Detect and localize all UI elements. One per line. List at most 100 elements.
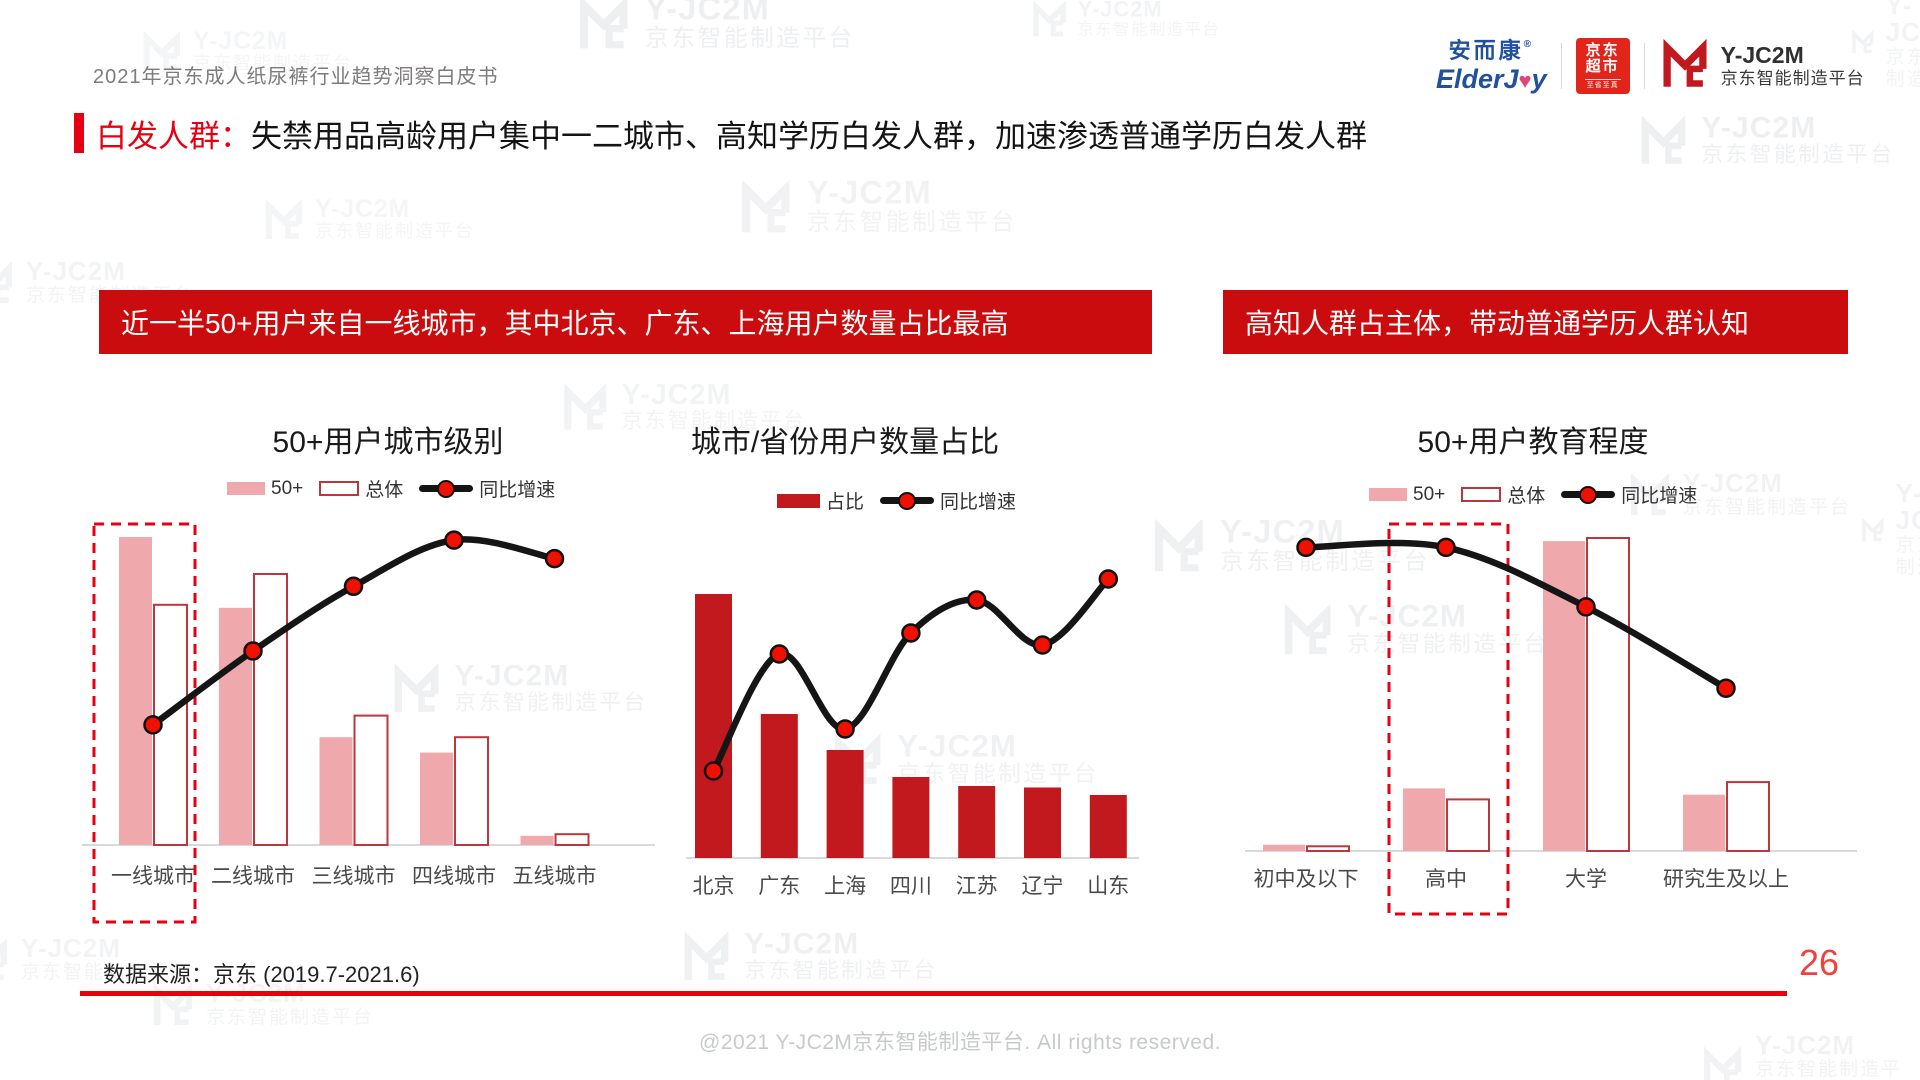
bar-share [760, 714, 798, 858]
data-source-note: 数据来源：京东 (2019.7-2021.6) [103, 962, 420, 987]
line-dot-swatch [437, 479, 456, 498]
category-label: 山东 [1087, 875, 1129, 898]
yoy-data-point [243, 641, 263, 661]
yoy-trend-line [1302, 539, 1730, 692]
copyright-note: @2021 Y-JC2M京东智能制造平台. All rights reserve… [699, 1031, 1221, 1054]
report-title: 2021年京东成人纸尿裤行业趋势洞察白皮书 [93, 66, 499, 88]
category-label: 广东 [758, 875, 800, 898]
yoy-data-point [343, 576, 364, 597]
bar-50plus [319, 737, 353, 845]
line-swatch [419, 479, 474, 498]
category-label: 四川 [890, 875, 932, 898]
bar-share [695, 594, 732, 858]
yoy-data-point [1098, 569, 1119, 589]
headline-text: 白发人群：失禁用品高龄用户集中一二城市、高知学历白发人群，加速渗透普通学历白发人… [96, 118, 1367, 154]
bar-50plus [520, 835, 554, 845]
bar-50plus [420, 752, 453, 845]
legend-item-yoy: 同比增速 [1561, 481, 1697, 508]
bar-share [1089, 795, 1127, 858]
heart-icon: ♥ [1518, 67, 1532, 93]
category-label: 四线城市 [412, 865, 496, 888]
category-label: 辽宁 [1022, 875, 1064, 898]
category-label: 高中 [1425, 868, 1467, 891]
bar-total [253, 573, 288, 846]
legend-item-yoy: 同比增速 [419, 475, 555, 502]
yoy-data-point [1296, 537, 1316, 558]
outline-swatch [319, 481, 360, 496]
registered-mark: ® [1523, 38, 1535, 50]
line-swatch [1561, 485, 1616, 504]
yoy-data-point [1032, 635, 1053, 655]
category-label: 五线城市 [513, 865, 597, 888]
category-label: 三线城市 [312, 865, 396, 888]
bar-total [1726, 781, 1770, 852]
insight-banner-right: 高知人群占主体，带动普通学历人群认知 [1223, 290, 1848, 354]
chart-title-city-tier: 50+用户城市级别 [272, 426, 504, 459]
category-label: 大学 [1565, 868, 1607, 891]
legend-item-yoy: 同比增速 [880, 487, 1016, 514]
category-label: 江苏 [956, 875, 998, 898]
yoy-data-point [1436, 537, 1456, 558]
line-dot-swatch [898, 491, 917, 510]
bar-50plus [1683, 794, 1725, 851]
legend-item-total: 总体 [319, 475, 403, 502]
yoy-data-point [966, 590, 987, 610]
legend-city-tier: 50+ 总体 同比增速 [227, 475, 555, 502]
bar-50plus [1403, 788, 1445, 851]
headline-tag: 白发人群： [96, 118, 251, 154]
pink-swatch [1369, 488, 1407, 501]
yoy-trend-line [149, 536, 558, 729]
yoy-data-point [544, 548, 565, 569]
category-label: 北京 [693, 875, 735, 898]
category-label: 上海 [824, 875, 866, 898]
bar-total [1446, 798, 1490, 853]
logo-row: 安而康® ElderJ♥y 京东 超市 至省至真 Y-JC2M 京东智能制造平台 [1436, 36, 1865, 96]
legend-item-50plus: 50+ [1369, 484, 1445, 506]
line-swatch [880, 491, 935, 510]
slide-headline: 白发人群：失禁用品高龄用户集中一二城市、高知学历白发人群，加速渗透普通学历白发人… [74, 110, 1367, 156]
bar-share [1024, 787, 1061, 858]
pink-swatch [227, 482, 265, 495]
logo-divider [1643, 43, 1645, 89]
bar-50plus [119, 537, 152, 845]
legend-item-50plus: 50+ [227, 478, 303, 500]
category-label: 二线城市 [211, 865, 295, 888]
line-dot-swatch [1579, 485, 1598, 504]
headline-accent-bar [74, 113, 84, 153]
yoy-data-point [703, 761, 724, 781]
yoy-data-point [901, 623, 921, 643]
chart-title-city-province: 城市/省份用户数量占比 [690, 426, 1000, 459]
footer-accent-line [80, 991, 1787, 996]
yoy-data-point [1576, 597, 1596, 617]
legend-education: 50+ 总体 同比增速 [1369, 481, 1697, 508]
category-label: 研究生及以上 [1663, 868, 1789, 891]
category-label: 初中及以下 [1254, 868, 1359, 891]
bar-total [454, 736, 489, 847]
elderjoy-logo: 安而康® ElderJ♥y [1436, 37, 1547, 93]
logo-divider [1560, 43, 1562, 89]
chart-title-education: 50+用户教育程度 [1417, 426, 1649, 459]
legend-item-share: 占比 [777, 487, 864, 514]
bar-total [1586, 537, 1630, 852]
bar-share [958, 786, 996, 858]
bar-share [892, 777, 930, 858]
bar-total [1306, 845, 1350, 852]
jd-logo-divider [1584, 78, 1621, 80]
red-swatch [777, 493, 820, 508]
yoy-data-point [444, 530, 464, 550]
yjc2m-logo-text: Y-JC2M 京东智能制造平台 [1720, 41, 1865, 89]
highlight-dashed-box [92, 522, 197, 924]
bar-total [353, 714, 389, 846]
legend-item-total: 总体 [1461, 481, 1545, 508]
elderjoy-cn-label: 安而康® [1448, 37, 1535, 63]
yoy-data-point [835, 719, 855, 739]
highlight-dashed-box [1387, 522, 1510, 916]
outline-swatch [1461, 487, 1502, 502]
bar-share [826, 750, 864, 858]
legend-city-province: 占比 同比增速 [777, 487, 1016, 514]
yjc2m-m-icon [1659, 38, 1711, 95]
yoy-data-point [143, 715, 163, 735]
bar-total [554, 833, 590, 847]
